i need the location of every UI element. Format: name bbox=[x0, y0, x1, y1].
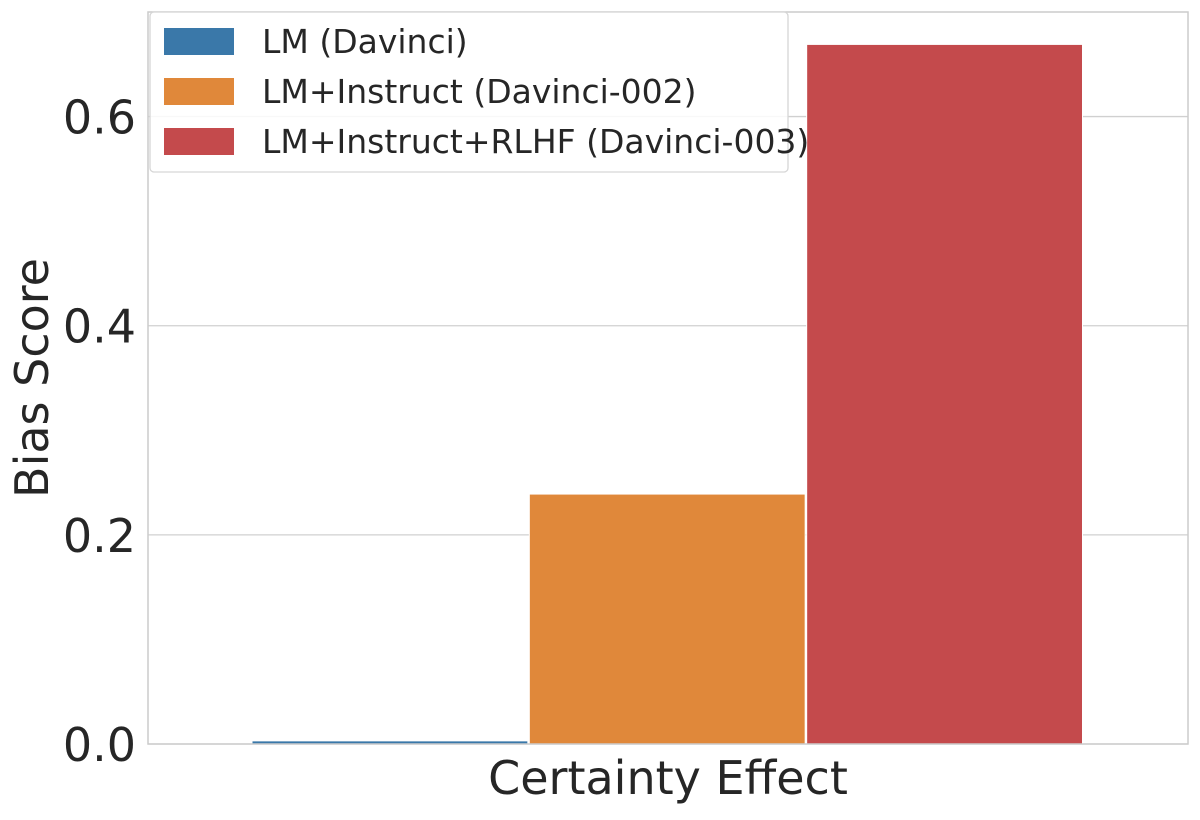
legend-swatch-0 bbox=[164, 28, 234, 55]
legend-swatch-1 bbox=[164, 78, 234, 105]
legend-swatch-2 bbox=[164, 128, 234, 155]
y-tick-label: 0.4 bbox=[63, 300, 136, 354]
x-category-label: Certainty Effect bbox=[488, 751, 848, 805]
legend-box bbox=[149, 11, 789, 173]
bar-2 bbox=[806, 43, 1084, 745]
legend: LM (Davinci) LM+Instruct (Davinci-002) LM+… bbox=[149, 11, 809, 173]
y-tick-label: 0.2 bbox=[63, 509, 136, 563]
y-tick-labels: 0.0 0.2 0.4 0.6 bbox=[63, 91, 136, 772]
bar-1 bbox=[528, 493, 806, 745]
legend-label-1: LM+Instruct (Davinci-002) bbox=[262, 72, 697, 111]
y-tick-label: 0.0 bbox=[63, 718, 136, 772]
y-axis-label: Bias Score bbox=[5, 258, 59, 498]
legend-label-0: LM (Davinci) bbox=[262, 22, 468, 61]
bars bbox=[251, 43, 1084, 745]
legend-label-2: LM+Instruct+RLHF (Davinci-003) bbox=[262, 122, 809, 161]
y-tick-label: 0.6 bbox=[63, 91, 136, 145]
